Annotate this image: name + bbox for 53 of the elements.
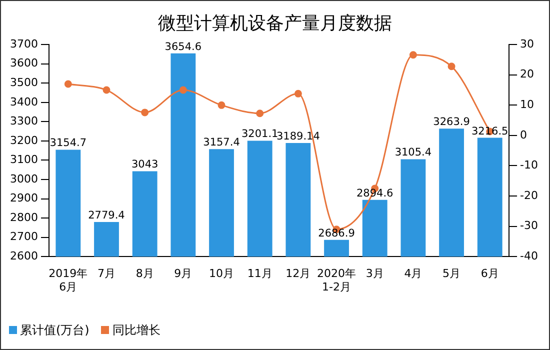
legend-label: 同比增长 [111,322,160,339]
data-label: 3105.4 [394,146,432,159]
data-label: 2686.9 [318,227,355,240]
point [448,62,456,70]
y-tick-label: 3200 [10,134,38,147]
y-tick-label: 3100 [10,153,38,166]
data-label: 3154.7 [50,137,87,150]
y2-tick-label: 0 [520,128,528,142]
y-tick-label: 2700 [10,230,38,244]
y2-tick-label: -40 [520,249,538,262]
point [102,86,110,94]
point [218,101,226,109]
y-tick-label: 2800 [10,210,38,224]
y-tick-label: 3400 [10,95,38,108]
x-tick-label: 11月 [247,267,272,280]
x-tick-label: 12月 [286,267,311,280]
chart-title: 微型计算机设备产量月度数据 [157,12,393,35]
x-tick-label: 6月 [480,267,499,280]
y2-tick-label: -20 [520,188,538,202]
data-label: 3043 [131,158,158,171]
x-tick-label: 7月 [98,267,116,280]
legend-label: 累计值(万台) [19,322,90,339]
point [294,90,302,98]
x-tick-label: 3月 [366,267,384,280]
x-tick-label: 4月 [404,267,422,280]
data-label: 2779.4 [88,210,126,222]
y-tick-label: 3500 [10,76,38,90]
y2-tick-label: 20 [520,68,534,81]
x-tick-label: 8月 [136,267,154,280]
data-label: 3654.6 [164,40,202,53]
data-label: 3263.9 [433,116,470,128]
y2-tick-label: -10 [520,158,538,172]
x-tick-label: 10月 [209,267,234,280]
point [64,80,72,88]
x-tick-label: 2019年 6月 [48,267,88,294]
data-label: 3201.1 [241,128,278,140]
y-tick-label: 3600 [10,56,38,70]
point [141,108,149,116]
y-tick-label: 2600 [10,249,38,262]
y-tick-label: 3000 [10,172,38,186]
point [409,51,417,59]
y2-tick-label: 30 [520,37,534,50]
x-tick-label: 5月 [442,267,461,280]
data-label: 3157.4 [203,136,240,149]
x-tick-label: 2020年 1-2月 [317,267,356,294]
y-tick-label: 2900 [10,192,38,205]
y-tick-label: 3700 [10,37,38,50]
y2-tick-label: 10 [520,98,534,112]
point [179,86,187,94]
point [256,110,264,118]
y-tick-label: 3300 [10,114,38,128]
x-tick-label: 9月 [174,267,192,280]
y2-tick-label: -30 [520,219,538,232]
